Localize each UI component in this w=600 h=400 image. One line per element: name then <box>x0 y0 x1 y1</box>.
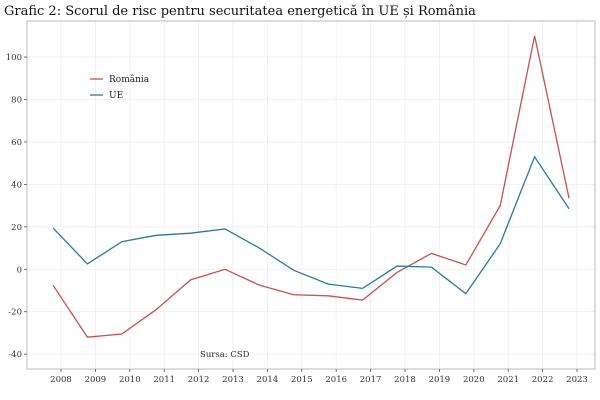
x-tick-label: 2008 <box>50 375 72 385</box>
x-tick-label: 2022 <box>532 375 554 385</box>
x-tick-label: 2018 <box>394 375 416 385</box>
legend-label-romania: România <box>109 74 150 85</box>
x-tick-label: 2012 <box>188 375 210 385</box>
y-tick-label: 60 <box>11 138 22 148</box>
y-tick-label: 100 <box>6 53 22 63</box>
x-axis: 2008 2009 2010 2011 2012 2013 2014 2015 2016 2017… <box>50 369 588 385</box>
series-lines <box>52 35 570 338</box>
legend: România UE <box>90 74 150 101</box>
y-tick-label: 80 <box>11 96 22 106</box>
x-tick-label: 2017 <box>360 375 382 385</box>
series-line-romania <box>52 35 570 338</box>
y-tick-label: -20 <box>8 308 22 318</box>
chart-title: Grafic 2: Scorul de risc pentru securita… <box>4 4 476 19</box>
series-line-ue <box>52 155 570 295</box>
x-tick-label: 2020 <box>463 375 485 385</box>
x-tick-label: 2013 <box>222 375 244 385</box>
source-annotation: Sursa: CSD <box>200 350 250 360</box>
x-tick-label: 2019 <box>429 375 451 385</box>
y-tick-label: 0 <box>17 265 22 275</box>
x-tick-label: 2009 <box>85 375 107 385</box>
grid <box>27 21 595 369</box>
x-tick-label: 2011 <box>153 375 175 385</box>
plot-frame <box>26 20 596 370</box>
x-tick-label: 2010 <box>119 375 141 385</box>
x-tick-label: 2023 <box>566 375 588 385</box>
x-tick-label: 2014 <box>257 375 279 385</box>
y-tick-label: 40 <box>11 180 22 190</box>
x-tick-label: 2015 <box>291 375 313 385</box>
y-axis: -40 -20 0 20 40 60 80 100 <box>6 53 27 360</box>
x-tick-label: 2016 <box>325 375 347 385</box>
x-tick-label: 2021 <box>497 375 519 385</box>
legend-label-ue: UE <box>109 91 123 101</box>
y-tick-label: 20 <box>11 223 22 233</box>
y-tick-label: -40 <box>8 350 22 360</box>
